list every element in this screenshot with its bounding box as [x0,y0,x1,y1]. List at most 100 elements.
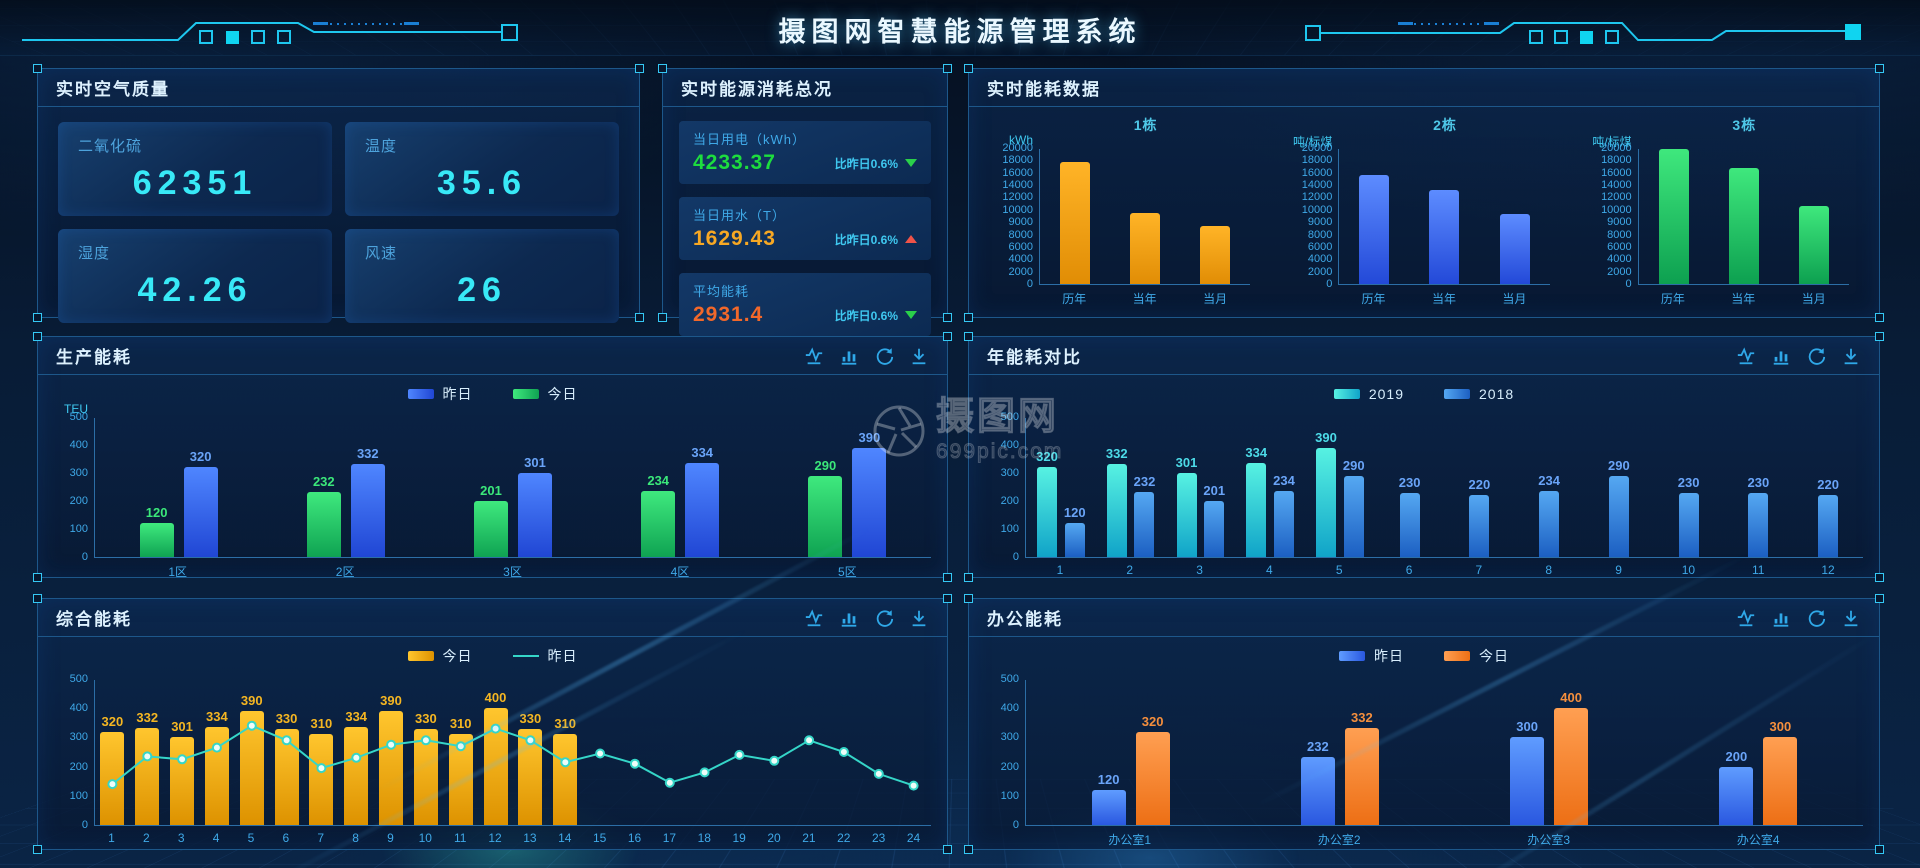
y-tick: 4000 [1008,253,1033,266]
x-category-label: 当年 [1431,292,1456,306]
line-chart-icon[interactable] [804,608,824,628]
bar-value-label: 290 [814,458,837,473]
bar-2018 [1608,476,1629,557]
bar-能耗 [1359,175,1390,284]
corner-mark [33,594,42,603]
y-tick: 12000 [1601,191,1632,204]
y-tick: 16000 [1002,166,1033,179]
y-axis: kWh 20000 18000 16000 14000 12000 10000 9000 800… [993,133,1039,290]
bar-chart-icon[interactable] [1771,608,1791,628]
legend-item-2018[interactable]: 2018 [1444,386,1514,402]
y-tick: 100 [69,523,88,535]
line-chart-icon[interactable] [804,346,824,366]
header-circuit-left [22,22,518,44]
line-chart-icon[interactable] [1736,608,1756,628]
panel-energy-summary: 实时能源消耗总况 当日用电（kWh） 4233.37 比昨日0.6% 当日用水（… [658,64,952,336]
header: 摄图网智慧能源管理系统 [0,0,1920,56]
bar-今日 [1344,728,1379,825]
plot-area [1637,149,1849,285]
panel-title-office: 办公能耗 [987,610,1063,629]
corner-mark [33,64,42,73]
bar-value-label: 330 [415,711,437,726]
legend-item-今日[interactable]: 今日 [407,646,473,666]
refresh-icon[interactable] [874,346,894,366]
mini-chart-title: 2栋 [1433,117,1457,133]
legend-label: 今日 [442,648,473,664]
corner-mark [964,64,973,73]
bar-value-label: 332 [136,710,159,725]
corner-mark [33,332,42,341]
legend-item-今日[interactable]: 今日 [1444,646,1509,666]
legend-label: 2019 [1368,386,1404,402]
corner-mark [943,332,952,341]
bar-2018 [1343,476,1364,557]
download-icon[interactable] [909,346,929,366]
kpi-value: 1629.43 [693,227,776,250]
y-tick: 2000 [1008,265,1033,278]
download-icon[interactable] [1841,608,1861,628]
y-tick: 9000 [1008,216,1033,229]
bar-value-label: 301 [171,719,193,734]
bar-chart-icon[interactable] [1771,346,1791,366]
y-tick: 18000 [1002,154,1033,167]
x-category-label: 23 [872,831,886,845]
x-category-label: 2区 [335,565,355,579]
line-chart-icon[interactable] [1736,346,1756,366]
refresh-icon[interactable] [1806,608,1826,628]
corner-mark [1875,594,1884,603]
stat-card-so2: 二氧化硫 62351 [58,122,332,216]
y-tick: 0 [81,819,88,831]
x-category-label: 1 [1056,563,1064,577]
bar-value-label: 390 [240,693,263,708]
x-category-label: 当月 [1502,292,1527,306]
trend-arrow-icon [905,159,917,167]
legend-item-昨日[interactable]: 昨日 [407,384,473,404]
download-icon[interactable] [909,608,929,628]
bar-value-label: 232 [312,474,335,489]
corner-mark [964,594,973,603]
x-category-label: 5 [1335,563,1343,577]
y-axis-unit: TEU [64,402,88,416]
bar-value-label: 201 [480,483,502,498]
download-icon[interactable] [1841,346,1861,366]
bar-chart-icon[interactable] [839,346,859,366]
y-tick: 0 [1012,819,1019,831]
y-tick: 2000 [1607,265,1632,278]
legend-swatch [1333,389,1360,399]
mini-chart-title: 1栋 [1133,117,1158,133]
bar-value-label: 220 [1817,477,1839,492]
plot-area: 120 320 232 332 201 301 234 334 290 390 [94,418,931,558]
bar-value-label: 230 [1747,475,1770,490]
y-tick: 20000 [1601,142,1632,154]
stat-value: 62351 [132,164,258,202]
x-category-label: 办公室4 [1736,833,1780,847]
legend-item-昨日[interactable]: 昨日 [1339,646,1404,666]
refresh-icon[interactable] [1806,346,1826,366]
bar-value-label: 300 [1516,719,1538,734]
production-chart: 昨日 今日 TEU 500 400 300 200 100 0 120 320 232 332 201 30… [38,384,947,580]
corner-mark [943,573,952,582]
legend-swatch [1444,389,1470,399]
corner-mark [1875,573,1884,582]
bar-value-label: 230 [1398,475,1421,490]
y-tick: 12000 [1301,191,1333,204]
kpi-label: 平均能耗 [693,284,750,299]
x-category-label: 4区 [670,565,690,579]
y-tick: 200 [1000,495,1019,507]
corner-mark [1875,332,1884,341]
stat-value: 35.6 [436,164,528,202]
x-category-label: 20 [767,831,781,845]
y-tick: 500 [1000,411,1019,423]
refresh-icon[interactable] [874,608,894,628]
y-tick: 500 [69,673,88,685]
plot-area: 320 332 301 334 390 330 310 334 390 330 310 400 330 3… [94,680,931,826]
panel-comprehensive: 综合能耗 今日 昨日 500 400 300 200 100 0 320 332 301 334 390… [33,594,952,854]
corner-mark [943,313,952,322]
legend-item-昨日[interactable]: 昨日 [512,646,578,666]
legend-item-2019[interactable]: 2019 [1333,386,1404,402]
bar-今日 [1135,732,1170,825]
bar-value-label: 334 [206,709,228,724]
legend-item-今日[interactable]: 今日 [512,384,578,404]
bar-今日 [204,727,229,825]
bar-chart-icon[interactable] [839,608,859,628]
